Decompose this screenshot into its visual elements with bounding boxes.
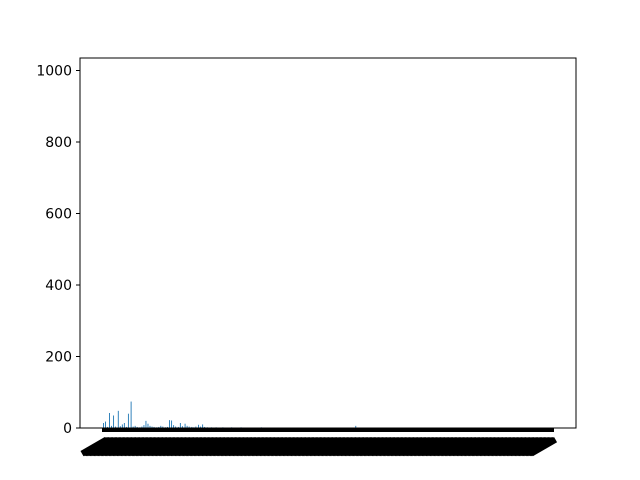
x-tick-label [529,437,558,457]
bar [162,426,164,428]
bar [115,426,117,428]
bar [202,424,204,428]
bar [134,425,136,428]
y-tick-label: 1000 [36,64,72,80]
x-axis [80,428,558,457]
bar [111,425,112,428]
bar [177,426,179,428]
bar [171,420,173,428]
bar [117,410,119,428]
bar [107,426,108,428]
bar [179,423,181,428]
bar [113,415,115,428]
y-tick-label: 200 [45,350,72,366]
bar [123,423,125,428]
bar [149,425,151,428]
x-tick-marks [102,428,554,432]
bar [186,425,188,428]
bar [355,425,357,428]
bar [160,425,162,428]
bar [119,426,121,428]
bar [173,425,175,428]
bar [132,426,134,428]
bar [191,426,193,428]
y-axis: 0 200 400 600 800 1000 [36,64,80,437]
y-tick-label: 0 [63,421,72,437]
plot-frame [79,57,577,429]
bar [175,426,177,428]
bar [188,426,190,428]
bar [184,423,186,428]
x-tick-labels [80,436,558,457]
bar [103,423,104,428]
bar [181,426,183,428]
bar [145,420,147,428]
y-tick-label: 600 [45,207,72,223]
bar [158,426,160,428]
bar [127,413,129,428]
bar [121,424,123,428]
bar [105,421,106,428]
bar [143,425,145,428]
bar [167,426,168,428]
bar [198,424,200,428]
bar [125,426,127,428]
y-tick-label: 400 [45,278,72,294]
bar [151,426,153,428]
bar [195,426,197,428]
y-tick-label: 800 [45,135,72,151]
bar [130,401,132,428]
bar [141,426,143,428]
bar [136,426,138,428]
bar [200,426,202,428]
bar [153,426,155,428]
bar [147,423,149,428]
bar [169,420,171,428]
bar [204,426,206,428]
bar [109,412,110,428]
